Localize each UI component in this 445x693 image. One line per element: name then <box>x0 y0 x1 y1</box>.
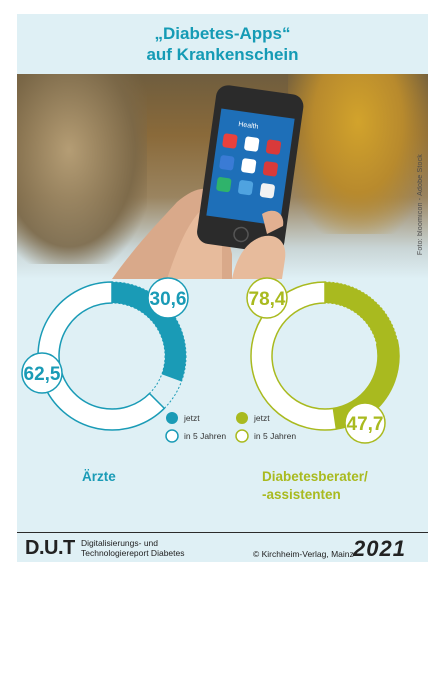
legend-label-in-5-jahren: in 5 Jahren <box>254 431 296 441</box>
infographic-card: „Diabetes-Apps“ auf Krankenschein Health <box>17 14 428 562</box>
legend-marker-in-5-jahren <box>165 429 179 443</box>
segment-jetzt <box>112 282 186 382</box>
berater-label: Diabetesberater/ -assistenten <box>262 468 368 504</box>
aerzte-label: Ärzte <box>82 469 116 484</box>
value-label-jetzt-text: 47,7 <box>347 414 384 435</box>
photo-blur-right <box>288 74 428 234</box>
photo-blur-left <box>17 74 147 264</box>
legend-marker-jetzt <box>236 412 248 424</box>
copyright: © Kirchheim-Verlag, Mainz <box>253 549 354 559</box>
report-name-line-1: Digitalisierungs- und <box>81 538 159 548</box>
title-line-1: „Diabetes-Apps“ <box>154 24 291 43</box>
report-name: Digitalisierungs- und Technologiereport … <box>81 538 184 558</box>
berater-label-line-1: Diabetesberater/ <box>262 469 368 484</box>
value-label-in-5-jahren-text: 78,4 <box>249 289 286 310</box>
legend-marker-in-5-jahren <box>235 429 249 443</box>
segment-in-5-jahren <box>37 281 166 431</box>
legend-marker-jetzt <box>166 412 178 424</box>
berater-donut-chart: 47,7 78,4 jetzt in 5 Jahren <box>235 277 400 444</box>
phone-illustration: Health <box>112 85 304 279</box>
value-label-jetzt-text: 30,6 <box>150 289 187 310</box>
infographic-title: „Diabetes-Apps“ auf Krankenschein <box>17 23 428 65</box>
aerzte-donut-chart: 30,6 62,5 jetzt in 5 Jahren <box>21 277 226 443</box>
report-name-line-2: Technologiereport Diabetes <box>81 548 185 558</box>
value-label-jetzt-badge <box>344 402 386 444</box>
title-line-2: auf Krankenschein <box>146 45 299 64</box>
value-label-in-5-jahren-text: 62,5 <box>24 364 61 385</box>
report-year: 2021 <box>353 536 406 561</box>
footer: D.U.T Digitalisierungs- und Technologier… <box>17 532 428 563</box>
legend-label-in-5-jahren: in 5 Jahren <box>184 431 226 441</box>
dut-logo: D.U.T <box>25 537 75 559</box>
berater-label-line-2: -assistenten <box>262 487 341 502</box>
segment-jetzt <box>325 282 400 430</box>
value-label-in-5-jahren-badge <box>246 277 288 319</box>
legend-label-jetzt: jetzt <box>253 413 270 423</box>
value-label-jetzt-badge <box>147 277 189 319</box>
phone-photo: Health Foto: bloomicon - Adobe Stock <box>17 74 428 279</box>
screen-title-text: Health <box>238 121 259 131</box>
value-label-in-5-jahren-badge <box>21 352 63 394</box>
legend-label-jetzt: jetzt <box>183 413 200 423</box>
